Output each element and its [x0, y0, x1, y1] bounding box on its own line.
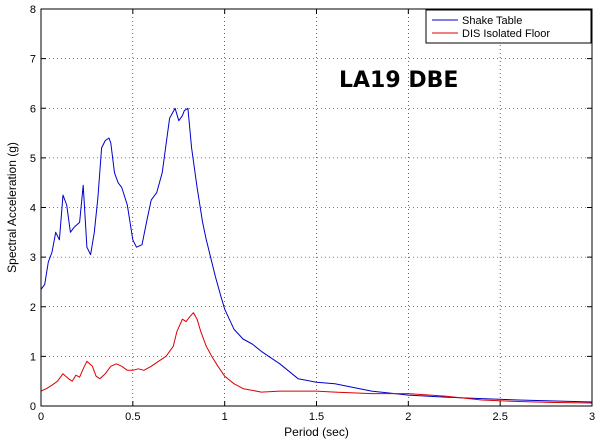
x-axis-label: Period (sec): [284, 425, 349, 439]
y-tick-label: 0: [30, 401, 36, 413]
y-tick-label: 4: [30, 203, 36, 215]
x-tick-label: 2.5: [493, 411, 508, 423]
y-axis-label: Spectral Acceleration (g): [5, 142, 19, 273]
y-tick-label: 7: [30, 54, 36, 66]
y-tick-label: 1: [30, 351, 36, 363]
series-line-shake-table: [40, 107, 593, 403]
x-tick-label: 3: [589, 411, 595, 423]
x-tick-label: 1: [222, 411, 228, 423]
x-tick-label: 1.5: [309, 411, 324, 423]
legend-box: [425, 9, 592, 44]
series-lines: [40, 107, 593, 404]
chart-annotation: LA19 DBE: [339, 68, 458, 93]
y-tick-label: 2: [30, 302, 36, 314]
x-tick-label: 0.5: [125, 411, 140, 423]
x-tick-label: 2: [405, 411, 411, 423]
x-tick-label: 0: [38, 411, 44, 423]
y-tick-label: 8: [30, 4, 36, 16]
grid-lines: [41, 9, 592, 406]
y-tick-label: 6: [30, 103, 36, 115]
axis-ticks: 0 0.5 1 1.5 2 2.5 3 0 1 2 3 4 5 6 7 8: [30, 4, 595, 423]
series-line-dis-isolated-floor: [40, 312, 593, 404]
legend-label: Shake Table: [462, 15, 522, 27]
legend-label: DIS Isolated Floor: [462, 28, 550, 40]
y-tick-label: 5: [30, 153, 36, 165]
y-tick-label: 3: [30, 252, 36, 264]
